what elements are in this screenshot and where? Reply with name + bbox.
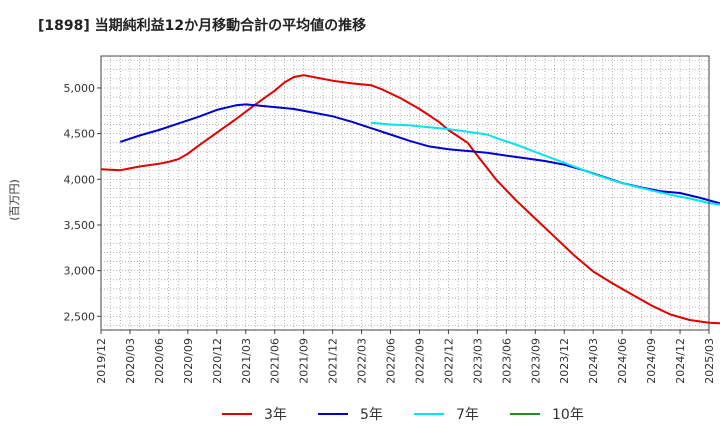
x-tick-label: 2020/03 [124, 338, 137, 384]
series-line-5年 [119, 103, 720, 205]
y-tick-labels: 2,500 3,000 3,500 4,000 4,500 5,000 [64, 82, 101, 323]
legend-label: 10年 [552, 407, 584, 423]
x-tick-label: 2022/03 [356, 338, 369, 384]
legend-label: 5年 [360, 407, 383, 423]
x-tick-label: 2019/12 [95, 338, 108, 384]
legend: 3年 5年 7年 10年 [222, 407, 584, 423]
x-tick-label: 2022/09 [413, 338, 426, 384]
plot-border [100, 55, 710, 331]
series-line-7年 [371, 121, 720, 206]
legend-label: 7年 [456, 407, 479, 423]
x-tick-label: 2024/09 [645, 338, 658, 384]
y-tick-label: 3,500 [64, 219, 96, 232]
x-tick-label: 2021/06 [269, 338, 282, 384]
x-tick-label: 2024/06 [616, 338, 629, 384]
x-tick-label: 2023/12 [558, 338, 571, 384]
x-tick-label: 2020/12 [211, 338, 224, 384]
x-tick-label: 2023/09 [529, 338, 542, 384]
series-lines [100, 74, 720, 325]
y-tick-label: 3,000 [64, 265, 96, 278]
x-tick-label: 2020/09 [182, 338, 195, 384]
legend-label: 3年 [264, 407, 287, 423]
x-tick-label: 2024/03 [587, 338, 600, 384]
x-tick-label: 2023/03 [471, 338, 484, 384]
chart-title: [1898] 当期純利益12か月移動合計の平均値の推移 [38, 17, 366, 34]
y-axis-label: (百万円) [8, 179, 21, 221]
series-line-3年 [100, 74, 720, 325]
x-tick-label: 2024/12 [674, 338, 687, 384]
x-tick-label: 2022/06 [385, 338, 398, 384]
x-tick-label: 2021/03 [240, 338, 253, 384]
x-tick-label: 2021/12 [327, 338, 340, 384]
y-tick-label: 5,000 [64, 82, 96, 95]
y-tick-label: 2,500 [64, 310, 96, 323]
x-tick-labels: 2019/12 2020/03 2020/06 2020/09 2020/12 2021/… [95, 330, 716, 384]
x-tick-label: 2021/09 [298, 338, 311, 384]
x-tick-label: 2025/03 [703, 338, 716, 384]
x-tick-label: 2022/12 [442, 338, 455, 384]
y-tick-label: 4,000 [64, 173, 96, 186]
x-tick-label: 2023/06 [500, 338, 513, 384]
x-tick-label: 2020/06 [153, 338, 166, 384]
grid-lines [101, 56, 709, 330]
y-tick-label: 4,500 [64, 128, 96, 141]
